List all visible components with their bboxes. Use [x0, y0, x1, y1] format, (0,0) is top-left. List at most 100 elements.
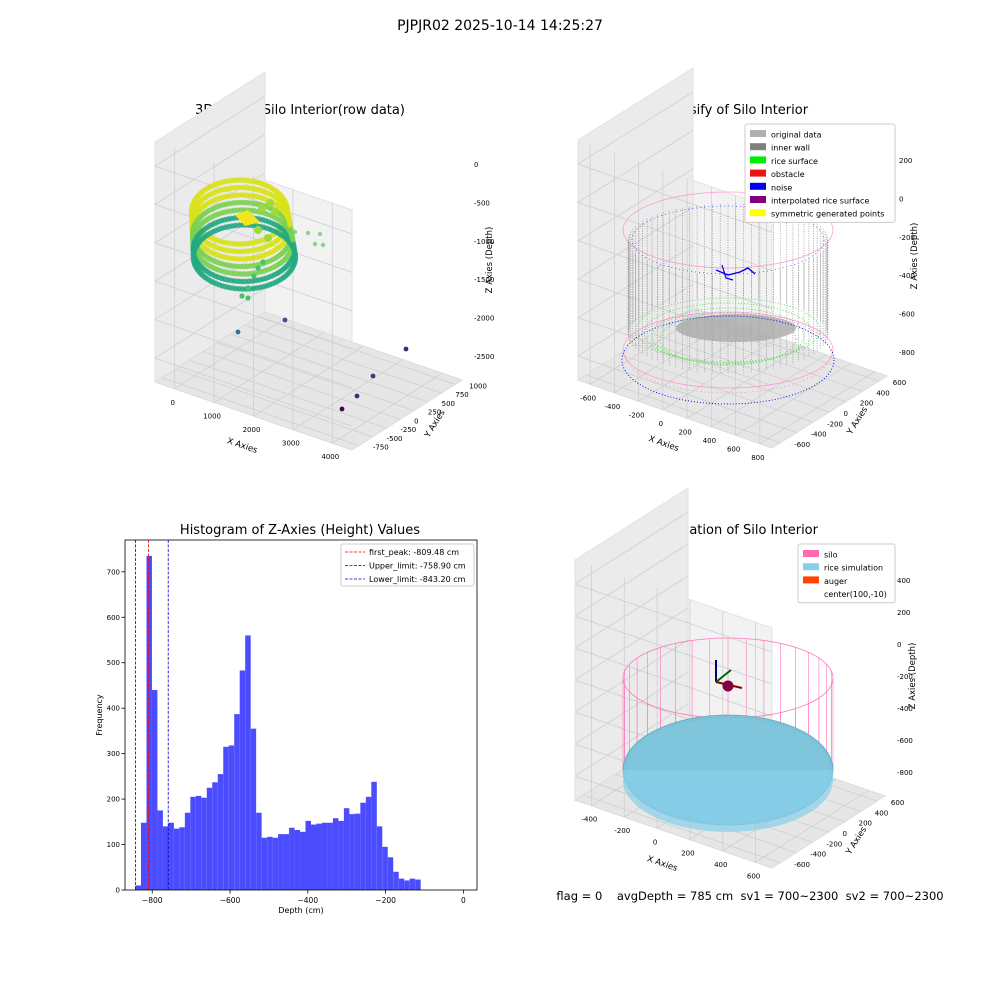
p2-ytick: 400 [876, 389, 889, 397]
panel3-title: Histogram of Z-Axies (Height) Values [179, 523, 421, 538]
p2-xtick: 200 [678, 428, 691, 436]
p3-bar [267, 836, 273, 890]
p1-zgrid [154, 287, 353, 427]
p2-legend-label: interpolated rice surface [771, 197, 869, 206]
p2-xtick: 600 [727, 445, 740, 453]
p1-zlabel: Z Axies (Depth) [485, 227, 495, 294]
p4-xtick: 200 [681, 850, 694, 858]
p4-zlabel: Z Axies (Depth) [908, 643, 918, 710]
p1-ztick: -1000 [474, 238, 494, 246]
p1-xtick: 2000 [243, 426, 261, 434]
p3-bar [278, 834, 284, 890]
p3-frame [124, 539, 478, 891]
p3-bar [162, 826, 169, 890]
p4-zgrid [574, 575, 773, 717]
p3-xtick-label: −800 [142, 896, 163, 905]
p3-bar [190, 796, 196, 890]
p4-ztick: -400 [897, 705, 913, 713]
p4-ztick: 0 [897, 641, 901, 649]
p3-bar [201, 797, 207, 890]
p3-xtick-label: −200 [375, 896, 396, 905]
p3-bar [360, 802, 366, 890]
p1-point [403, 346, 409, 352]
p4-xtick: -200 [614, 827, 630, 835]
p1-point [370, 373, 376, 379]
p3-bar [300, 831, 306, 890]
p4-legend-label: center(100,-10) [824, 590, 887, 599]
figure-title: PJPJR02 2025-10-14 14:25:27 [397, 18, 603, 34]
p1-point [266, 199, 274, 207]
p4-ytick: 0 [843, 830, 847, 838]
p3-ytick-label: 500 [107, 659, 120, 667]
p4-legend-label: rice simulation [824, 564, 883, 573]
p2-legend-swatch [750, 196, 766, 203]
p4-legend-label: silo [824, 551, 838, 560]
p2-legend-label: symmetric generated points [771, 210, 884, 219]
p2-xtick: -400 [604, 403, 620, 411]
p1-zgrid [154, 210, 353, 350]
p3-bar [415, 879, 421, 890]
p3-bar [245, 635, 251, 890]
p2-legend-label: rice surface [771, 157, 818, 166]
p4-ygrid [582, 794, 781, 864]
p1-point [292, 252, 299, 258]
p1-point [239, 293, 245, 299]
p2-zgrid [577, 130, 773, 271]
p3-bar [261, 837, 268, 890]
p1-ygrid [230, 333, 428, 403]
p3-bar [283, 834, 290, 890]
p2-legend-swatch [750, 143, 766, 151]
p4-ytick: -400 [810, 851, 826, 859]
p4-zgrid [574, 511, 773, 653]
p2-ytick: -200 [827, 420, 843, 428]
p3-bar [327, 822, 333, 890]
p3-bar [321, 822, 328, 890]
p2-ygrid [618, 353, 814, 423]
p1-point [288, 229, 295, 236]
p1-ztick: 0 [474, 161, 478, 169]
p1-point [282, 317, 288, 323]
p4-xtick: -400 [581, 816, 597, 824]
p1-point [254, 226, 262, 234]
p4-legend-swatch [803, 563, 819, 571]
p1-ygrid [161, 377, 360, 447]
p1-point [312, 241, 318, 247]
p4-ylabel: Y Axies [844, 825, 870, 858]
p1-point [245, 295, 251, 301]
p1-xtick: 3000 [282, 440, 300, 448]
p2-ytick: -600 [794, 441, 810, 449]
p2-legend-label: obstacle [771, 170, 805, 179]
p2-silo-ring [622, 191, 834, 269]
p4-axis-y [715, 669, 732, 683]
p1-point [286, 214, 292, 221]
p1-point [235, 210, 260, 226]
p4-ztick: 200 [897, 609, 910, 617]
p1-point [354, 393, 360, 399]
p2-legend-label: original data [771, 131, 822, 140]
p1-point [287, 222, 293, 228]
p1-ytick: 0 [414, 417, 418, 425]
p3-legend-label: first_peak: -809.48 cm [369, 548, 459, 557]
p4-legend-label: auger [824, 577, 848, 586]
p2-zlabel: Z Axies (Depth) [910, 223, 920, 290]
p2-ztick: -600 [899, 311, 915, 319]
p4-auger [722, 680, 734, 692]
p3-ytick-label: 600 [107, 614, 120, 622]
p4-xtick: 600 [747, 872, 760, 880]
p3-bar [151, 690, 158, 890]
p2-ygrid [651, 333, 847, 403]
p3-ytick-label: 300 [107, 750, 120, 758]
p1-point [339, 406, 345, 412]
p3-bar [294, 830, 301, 890]
p3-bar [228, 745, 235, 890]
p3-bar [382, 846, 388, 890]
p4-ztick: -800 [897, 769, 913, 777]
p3-bar [157, 810, 163, 890]
p2-ztick: -200 [899, 234, 915, 242]
p3-legend [340, 543, 475, 587]
p1-point [320, 242, 326, 248]
p4-legend-swatch [803, 550, 819, 557]
p3-xtick-label: −600 [220, 896, 241, 905]
p3-bar [289, 827, 295, 890]
